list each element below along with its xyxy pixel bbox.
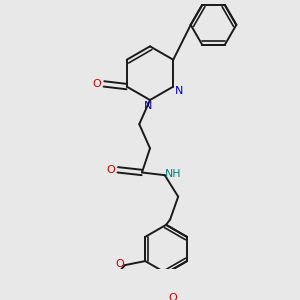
Text: N: N [175,86,183,96]
Text: NH: NH [165,169,181,179]
Text: O: O [168,293,177,300]
Text: O: O [106,165,115,175]
Text: O: O [115,259,124,269]
Text: N: N [144,101,152,111]
Text: O: O [92,79,101,89]
